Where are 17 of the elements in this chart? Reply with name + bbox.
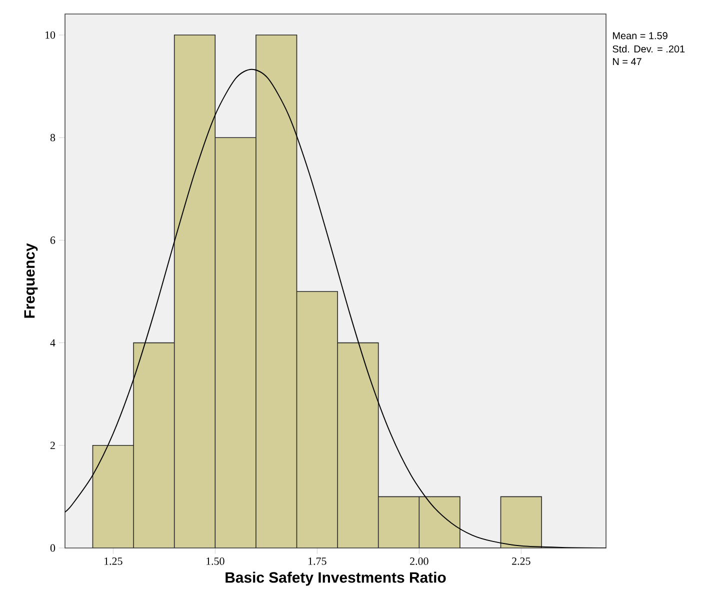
x-tick-label: 2.25 — [512, 558, 530, 565]
text: Std. Dev. = .201 — [612, 45, 685, 52]
y-tick-label: 8 — [50, 134, 56, 142]
y-tick-label: 0 — [50, 544, 56, 552]
line-series — [65, 68, 606, 548]
y-tick-label: 4 — [50, 339, 56, 346]
x-tick-label: 1.75 — [308, 558, 326, 565]
text: N = 47 — [613, 58, 642, 66]
text: Mean = 1.59 — [613, 32, 668, 40]
y-tick-label: 10 — [46, 31, 56, 39]
x-tick-label: 1.25 — [104, 558, 122, 565]
x-tick-label: 2.00 — [410, 558, 428, 565]
x-axis-title: Basic Safety Investments Ratio — [226, 572, 446, 586]
x-tick-label: 1.50 — [206, 558, 224, 565]
y-tick-label: 6 — [50, 236, 56, 244]
y-axis-title: Frequency — [24, 243, 38, 318]
y-tick-label: 2 — [50, 442, 55, 450]
